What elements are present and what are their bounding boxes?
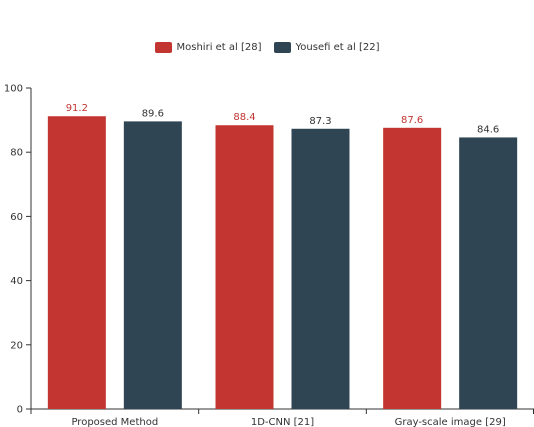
y-tick-label: 20 [10,340,23,351]
y-tick-label: 0 [17,405,23,416]
legend-label-series-1: Moshiri et al [28] [176,41,262,53]
legend-swatch-series-2 [273,41,291,53]
bar [123,121,182,409]
bar [383,127,442,409]
legend: Moshiri et al [28] Yousefi et al [22] [0,38,534,56]
bar [215,125,274,410]
x-tick-label: Proposed Method [71,417,158,427]
data-label: 89.6 [142,108,164,119]
data-label: 91.2 [66,103,88,114]
y-tick-label: 60 [10,212,23,223]
legend-item-series-1[interactable]: Moshiri et al [28] [154,41,262,53]
bar [47,116,106,410]
legend-item-series-2[interactable]: Yousefi et al [22] [273,41,380,53]
y-tick-label: 80 [10,148,23,159]
legend-label-series-2: Yousefi et al [22] [295,41,380,53]
data-label: 88.4 [233,112,255,123]
data-label: 87.3 [309,116,331,127]
x-tick-label: 1D-CNN [21] [251,417,314,427]
x-tick-label: Gray-scale image [29] [395,417,506,427]
bar [291,128,350,409]
legend-swatch-series-1 [154,41,172,53]
y-tick-label: 100 [4,84,23,95]
bar [459,137,518,409]
data-label: 87.6 [401,115,423,126]
y-tick-label: 40 [10,276,23,287]
data-label: 84.6 [477,124,499,135]
